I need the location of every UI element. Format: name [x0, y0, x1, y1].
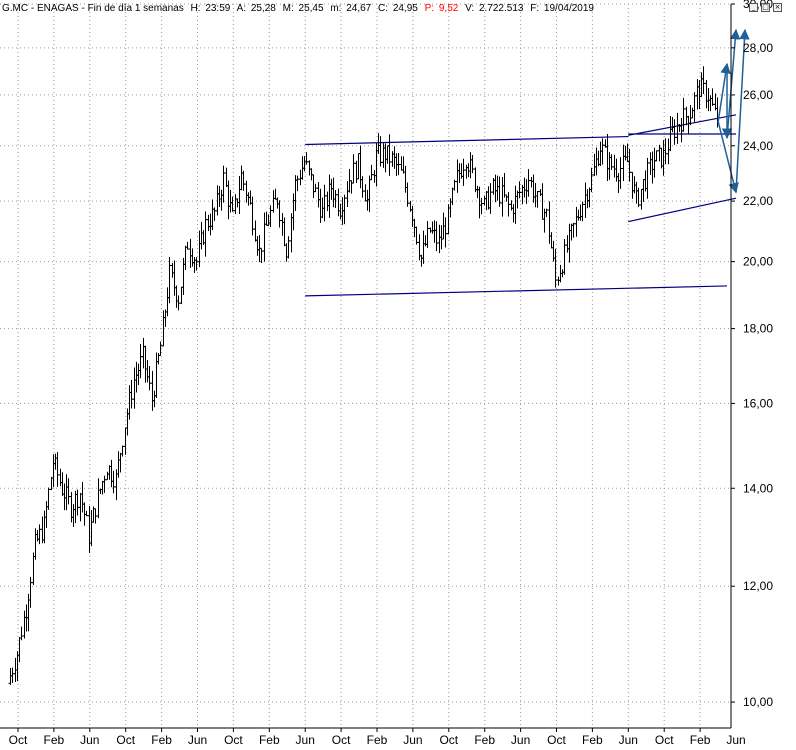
minimize-button[interactable]: _ — [749, 3, 758, 12]
x-tick-label: Oct — [439, 733, 458, 745]
projection-arrow — [717, 62, 731, 123]
header-a-label: A: — [237, 3, 246, 14]
header-f-value: 19/04/2019 — [544, 3, 594, 14]
x-tick-label: Oct — [547, 733, 566, 745]
header-min-label: m: — [330, 3, 341, 14]
y-tick-label: 22,00 — [743, 194, 773, 208]
header-c-label: C: — [378, 3, 388, 14]
y-axis-labels: 10,00 12,00 14,00 16,00 18,00 20,00 22,00 24,00… — [731, 0, 773, 709]
chart-header: G.MC - ENAGAS - Fin de día 1 semanas H: … — [2, 3, 594, 14]
header-h-value: 23:59 — [205, 3, 230, 14]
x-tick-label: Feb — [367, 733, 388, 745]
projection-arrow — [735, 28, 750, 193]
header-v-label: V: — [465, 3, 474, 14]
header-c-value: 24,95 — [393, 3, 418, 14]
x-tick-label: Jun — [511, 733, 530, 745]
x-tick-label: Feb — [690, 733, 711, 745]
x-tick-label: Oct — [9, 733, 28, 745]
chart-grid — [0, 3, 731, 728]
trendline — [628, 197, 737, 223]
header-p-label: P: — [425, 3, 434, 14]
trendlines — [305, 114, 737, 297]
header-v-value: 2.722.513 — [479, 3, 524, 14]
x-axis-labels: Oct Feb Jun Oct Feb Jun Oct Feb Jun Oct Feb Jun Oct F… — [9, 728, 746, 747]
restore-button[interactable]: □ — [761, 3, 770, 12]
x-tick-label: Jun — [188, 733, 207, 745]
x-tick-label: Oct — [655, 733, 674, 745]
y-tick-label: 20,00 — [743, 255, 773, 269]
header-name: ENAGAS — [37, 3, 79, 14]
trendline — [305, 135, 629, 146]
x-tick-label: Jun — [80, 733, 99, 745]
header-m-value: 25,45 — [299, 3, 324, 14]
trendline — [628, 114, 737, 136]
x-tick-label: Jun — [296, 733, 315, 745]
x-tick-label: Oct — [116, 733, 135, 745]
x-tick-label: Jun — [619, 733, 638, 745]
y-tick-label: 26,00 — [743, 88, 773, 102]
x-tick-label: Feb — [151, 733, 172, 745]
y-tick-label: 28,00 — [743, 41, 773, 55]
header-period: Fin de día 1 semanas — [88, 3, 184, 14]
header-p-value: 9,52 — [439, 3, 459, 14]
x-tick-label: Feb — [44, 733, 65, 745]
y-tick-label: 10,00 — [743, 695, 773, 709]
projection-arrow — [717, 120, 739, 194]
y-tick-label: 24,00 — [743, 139, 773, 153]
x-tick-label: Feb — [259, 733, 280, 745]
projection-arrow — [726, 28, 741, 138]
header-min-value: 24,67 — [346, 3, 371, 14]
x-tick-label: Feb — [582, 733, 603, 745]
y-tick-label: 12,00 — [743, 579, 773, 593]
header-f-label: F: — [530, 3, 539, 14]
x-tick-label: Oct — [224, 733, 243, 745]
price-candles — [8, 66, 720, 685]
header-sep-1: - — [31, 3, 37, 14]
y-tick-label: 30,00 — [743, 0, 773, 11]
header-symbol: G.MC — [2, 3, 28, 14]
x-tick-label: Jun — [403, 733, 422, 745]
x-tick-label: Oct — [332, 733, 351, 745]
header-m-label: M: — [283, 3, 294, 14]
y-tick-label: 18,00 — [743, 322, 773, 336]
header-h-label: H: — [191, 3, 201, 14]
header-sep-2: - — [81, 3, 87, 14]
close-button[interactable]: × — [773, 3, 782, 12]
header-a-value: 25,28 — [251, 3, 276, 14]
y-tick-label: 14,00 — [743, 481, 773, 495]
trendline — [305, 285, 728, 297]
x-tick-label: Feb — [474, 733, 495, 745]
x-tick-label: Jun — [726, 733, 745, 745]
projection-arrows — [717, 28, 750, 194]
y-tick-label: 16,00 — [743, 396, 773, 410]
